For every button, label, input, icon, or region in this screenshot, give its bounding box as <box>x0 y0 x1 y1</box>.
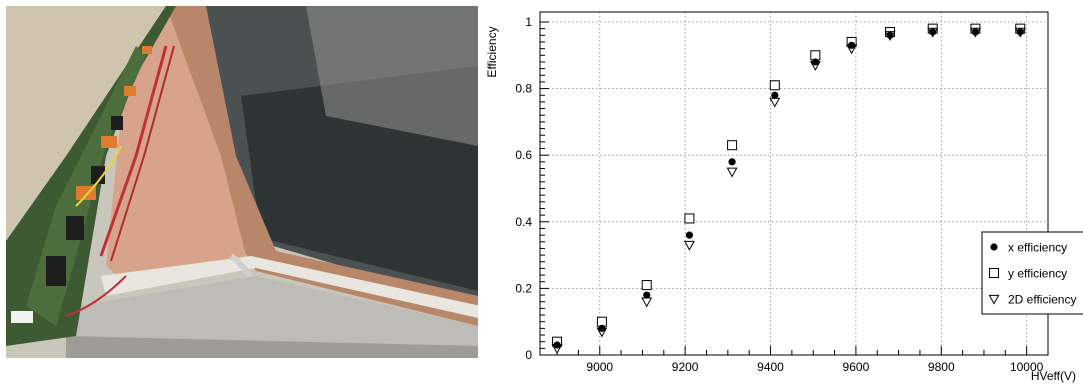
x-tick-label: 9600 <box>843 360 870 374</box>
legend-label: y efficiency <box>1008 267 1067 281</box>
plot-frame <box>539 11 1049 356</box>
2d-efficiency-point <box>641 297 653 308</box>
x-axis-label: HVeff(V) <box>1031 369 1076 383</box>
x-efficiency-point <box>811 58 819 66</box>
y-axis-label: Efficiency <box>485 26 499 77</box>
x-tick-label: 9000 <box>586 360 613 374</box>
y-tick-label: 0.6 <box>515 148 532 162</box>
x-tick-label: 9200 <box>672 360 699 374</box>
x-efficiency-point <box>598 324 606 332</box>
x-efficiency-point <box>971 28 980 36</box>
2d-efficiency-point <box>683 240 695 251</box>
x-efficiency-point <box>886 31 894 39</box>
efficiency-chart: 9000 9200 9400 9600 9800 10000 0 0.2 0.4 0.6 0.8 1 … <box>480 0 1083 383</box>
x-tick-label: 9800 <box>928 360 955 374</box>
legend-marker <box>989 268 999 278</box>
x-efficiency-point <box>771 91 779 99</box>
grid <box>540 12 1048 355</box>
2d-efficiency-point <box>726 167 738 178</box>
axes: 9000 9200 9400 9600 9800 10000 0 0.2 0.4 0.6 0.8 1 <box>515 11 1049 374</box>
y-efficiency-point <box>769 80 780 91</box>
detector-photo <box>6 6 478 358</box>
legend-label: 2D efficiency <box>1008 293 1076 307</box>
data-points <box>551 23 1026 354</box>
x-efficiency-point <box>728 158 736 166</box>
y-tick-label: 0 <box>525 348 532 362</box>
legend-marker <box>990 243 998 251</box>
x-efficiency-point <box>553 341 561 349</box>
x-efficiency-point <box>1016 28 1024 36</box>
legend-label: x efficiency <box>1008 241 1067 255</box>
y-tick-label: 0.4 <box>515 215 532 229</box>
y-tick-label: 1 <box>525 15 532 29</box>
x-tick-label: 9400 <box>757 360 784 374</box>
x-efficiency-point <box>848 41 856 49</box>
y-efficiency-point <box>641 280 652 291</box>
legend: x efficiency y efficiency 2D efficiency <box>981 231 1083 315</box>
y-efficiency-point <box>684 213 695 224</box>
2d-efficiency-point <box>769 97 781 108</box>
legend-marker <box>988 294 1000 305</box>
x-tick-label: 10000 <box>1010 360 1044 374</box>
y-efficiency-point <box>727 140 738 151</box>
x-efficiency-point <box>929 28 937 36</box>
x-efficiency-point <box>643 291 651 299</box>
y-tick-label: 0.8 <box>515 82 532 96</box>
x-efficiency-point <box>685 231 694 239</box>
y-tick-label: 0.2 <box>515 281 532 295</box>
